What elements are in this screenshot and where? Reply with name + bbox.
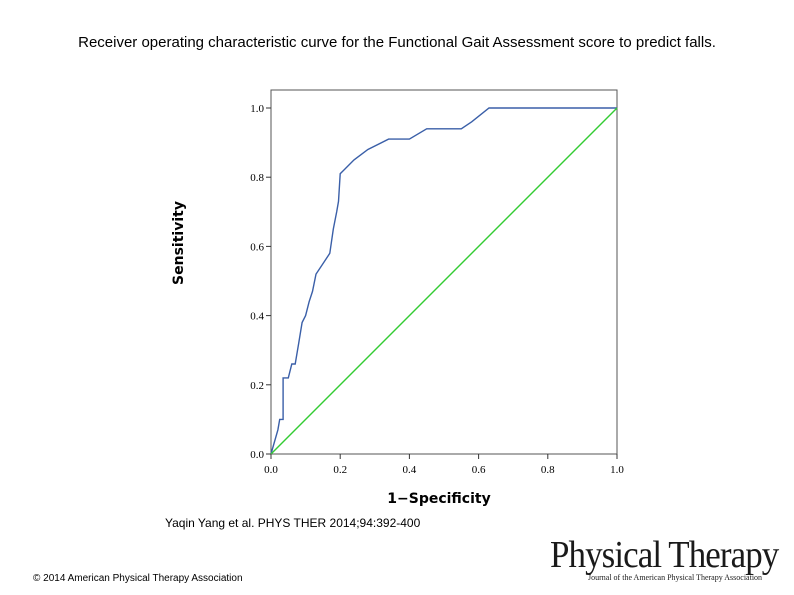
- journal-logo: Physical Therapy Journal of the American…: [550, 535, 782, 585]
- y-tick-label: 0.0: [250, 449, 264, 461]
- roc-chart: 0.0 0.2 0.4 0.6 0.8 1.0 0.0 0.2 0.4 0.6 0.8 1.0 1−…: [171, 89, 624, 507]
- x-tick-label: 0.6: [472, 464, 486, 476]
- y-axis-title: Sensitivity: [171, 201, 187, 285]
- x-tick-label: 1.0: [610, 464, 624, 476]
- slide-title: Receiver operating characteristic curve …: [78, 34, 716, 51]
- series-layer: [270, 107, 618, 455]
- logo-subtitle: Journal of the American Physical Therapy…: [588, 573, 763, 582]
- x-axis-title: 1−Specificity: [387, 491, 490, 507]
- y-tick-label: 0.4: [250, 311, 264, 323]
- x-tick-label: 0.4: [403, 464, 417, 476]
- x-tick-label: 0.2: [333, 464, 347, 476]
- logo-wordmark: Physical Therapy: [550, 534, 779, 576]
- plot-frame: [270, 89, 618, 455]
- y-tick-label: 1.0: [250, 103, 264, 115]
- y-axis: 0.0 0.2 0.4 0.6 0.8 1.0: [250, 103, 271, 461]
- citation: Yaqin Yang et al. PHYS THER 2014;94:392-…: [165, 516, 421, 530]
- x-tick-label: 0.8: [541, 464, 555, 476]
- x-tick-label: 0.0: [264, 464, 278, 476]
- roc-curve-line: [270, 107, 617, 455]
- reference-diagonal-line: [270, 107, 618, 455]
- y-tick-label: 0.6: [250, 241, 264, 253]
- y-tick-label: 0.2: [250, 380, 264, 392]
- y-tick-label: 0.8: [250, 172, 264, 184]
- x-axis: 0.0 0.2 0.4 0.6 0.8 1.0: [264, 454, 624, 476]
- copyright-notice: © 2014 American Physical Therapy Associa…: [33, 573, 243, 584]
